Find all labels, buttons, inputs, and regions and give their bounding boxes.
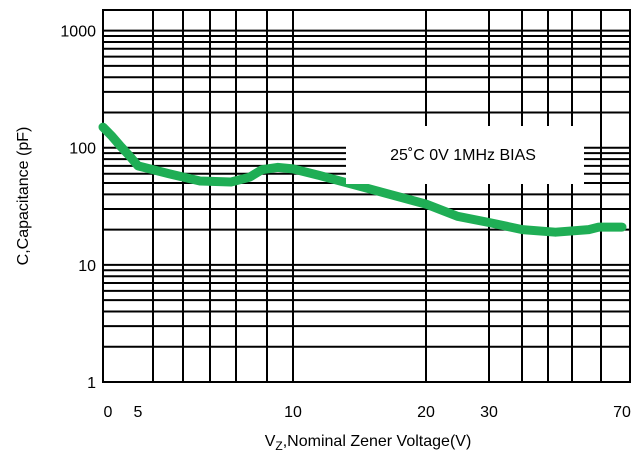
y-axis-label: C,Capacitance (pF)	[15, 127, 32, 266]
x-axis-label-subscript: Z	[275, 439, 282, 453]
x-tick-label: 10	[284, 404, 302, 421]
capacitance-series-line	[98, 122, 627, 237]
x-axis-label-rest: ,Nominal Zener Voltage(V)	[283, 433, 472, 450]
vertical-gridlines	[152, 10, 602, 382]
plot-frame	[102, 9, 631, 383]
annotation-text: 25˚C 0V 1MHz BIAS	[390, 147, 536, 164]
y-tick-label: 10	[78, 258, 96, 275]
y-tick-label: 1	[87, 375, 96, 392]
x-tick-label: 70	[613, 404, 631, 421]
y-tick-label: 1000	[60, 24, 96, 41]
x-axis-label: VZ,Nominal Zener Voltage(V)	[265, 433, 472, 453]
x-tick-label: 5	[134, 404, 143, 421]
x-tick-label: 30	[480, 404, 498, 421]
x-tick-labels: 0 5 10 20 30 70	[104, 404, 631, 421]
annotation-box: 25˚C 0V 1MHz BIAS	[346, 126, 584, 184]
x-axis-label-main: V	[265, 433, 276, 450]
x-tick-label: 20	[417, 404, 435, 421]
y-tick-label: 100	[69, 141, 96, 158]
x-tick-label: 0	[104, 404, 113, 421]
y-tick-labels: 1 10 100 1000	[60, 24, 96, 392]
